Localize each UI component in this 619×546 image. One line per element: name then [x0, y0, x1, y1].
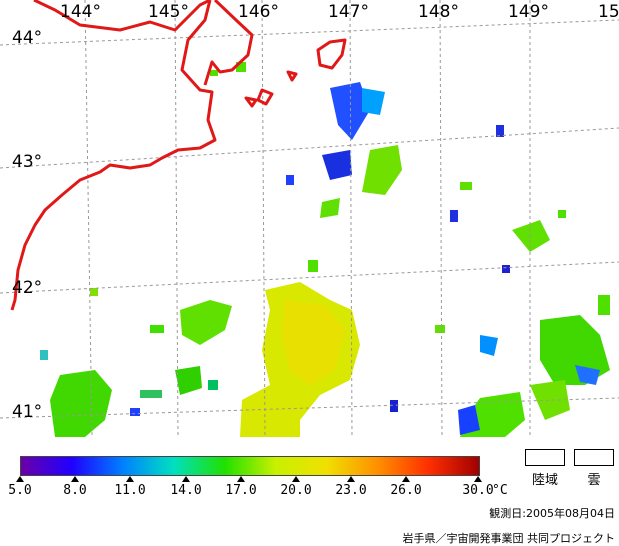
colorbar-tick-label: 8.0 [63, 483, 87, 498]
lat-label-42: 42° [12, 278, 43, 298]
habomai-islet-2 [244, 96, 258, 108]
sst-patch-blue-4 [575, 365, 600, 385]
lat-label-43: 43° [12, 152, 43, 172]
lon-label-150: 15 [598, 2, 619, 22]
habomai-islet-3 [286, 70, 298, 82]
observation-date: 観測日:2005年08月04日 [489, 507, 615, 520]
colorbar-tick-label: 11.0 [114, 483, 146, 498]
sst-patches [40, 62, 610, 437]
colorbar-tick [402, 476, 410, 482]
land-legend-swatch [525, 449, 565, 466]
lon-label-146: 146° [238, 2, 279, 22]
credit-text: 岩手県／宇宙開発事業団 共同プロジェクト [402, 532, 616, 545]
colorbar-tick [474, 476, 482, 482]
kunashiri-coastline [203, 0, 254, 86]
sst-patch-green-6 [512, 220, 550, 252]
sst-patch-green-8 [175, 366, 202, 395]
lon-label-148: 148° [418, 2, 459, 22]
cloud-legend-swatch [574, 449, 614, 466]
colorbar-tick [237, 476, 245, 482]
cloud-legend-label: 雲 [587, 473, 601, 488]
sst-patch-green-2 [50, 370, 112, 437]
lon-label-149: 149° [508, 2, 549, 22]
sst-patch-blue-6 [480, 335, 498, 356]
colorbar-tick-label: 5.0 [8, 483, 32, 498]
sst-patch-blue-3 [362, 88, 385, 115]
colorbar-tick [347, 476, 355, 482]
colorbar-tick [292, 476, 300, 482]
sst-patch-green-1 [180, 300, 232, 345]
colorbar-tick-label: 30.0 [462, 483, 494, 498]
land-legend-label: 陸域 [531, 473, 558, 488]
colorbar-tick [16, 476, 24, 482]
colorbar-tick-label: 17.0 [225, 483, 257, 498]
colorbar-tick-label: 23.0 [335, 483, 367, 498]
hokkaido-coastline [10, 0, 217, 311]
colorbar-tick-label: 26.0 [390, 483, 422, 498]
sst-patch-blue-1 [330, 82, 370, 140]
sst-patch-green-4 [540, 315, 610, 385]
coastline [10, 0, 347, 311]
lat-label-41: 41° [12, 402, 43, 422]
colorbar-tick [182, 476, 190, 482]
sst-patch-yellow-core [282, 300, 345, 385]
sst-patch-green-9 [320, 198, 340, 218]
lon-label-144: 144° [60, 2, 101, 22]
temperature-colorbar [20, 456, 480, 476]
colorbar-unit: °C [492, 483, 508, 498]
colorbar-tick [126, 476, 134, 482]
habomai-islet-1 [256, 88, 274, 106]
shikotan-coastline [316, 38, 347, 70]
sst-patch-green-5 [362, 145, 402, 195]
graticule [0, 0, 619, 437]
colorbar-tick-label: 20.0 [280, 483, 312, 498]
sst-patch-blue-2 [322, 150, 352, 180]
sea-surface-temperature-map [0, 0, 619, 437]
lon-label-147: 147° [328, 2, 369, 22]
sst-patch-green-7 [530, 380, 570, 420]
sst-patch-blue-5 [458, 405, 480, 435]
colorbar-tick [71, 476, 79, 482]
colorbar-tick-label: 14.0 [170, 483, 202, 498]
lon-label-145: 145° [148, 2, 189, 22]
lat-label-44: 44° [12, 28, 43, 48]
